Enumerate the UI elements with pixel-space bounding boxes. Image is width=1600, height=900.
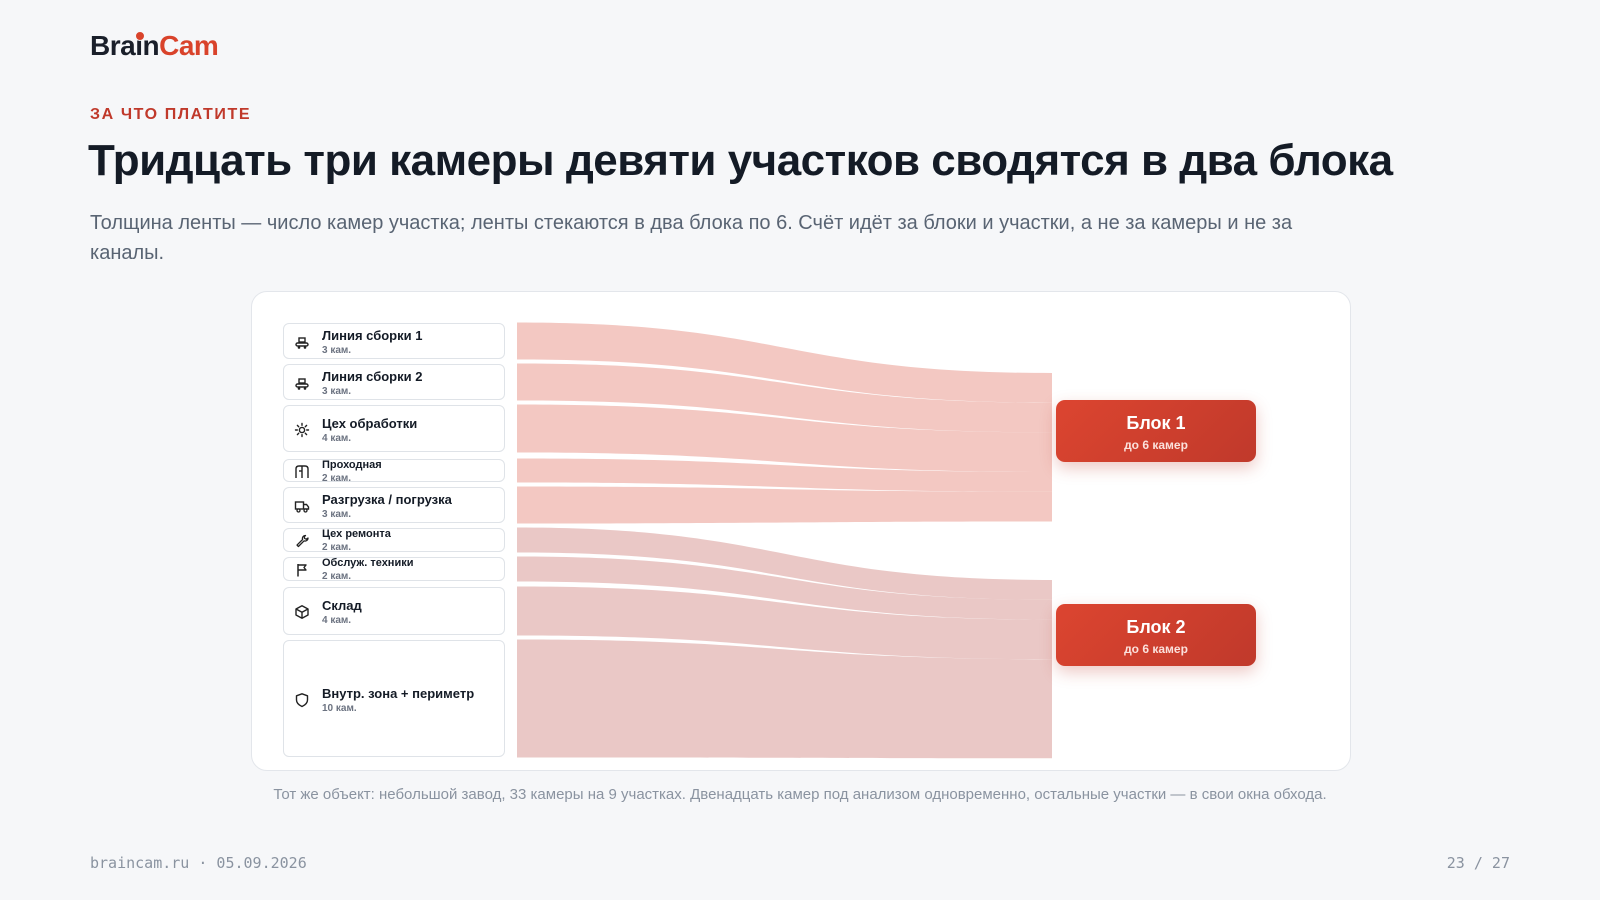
truck-icon — [294, 501, 310, 513]
turnstile-icon — [295, 464, 309, 478]
flow-band — [517, 586, 1052, 660]
flow-band — [517, 639, 1052, 759]
target-block: Блок 2 до 6 камер — [1056, 604, 1256, 666]
flow-band — [517, 458, 1052, 492]
conveyor-icon — [295, 337, 309, 349]
block-capacity: до 6 камер — [1124, 642, 1188, 656]
box-icon — [295, 605, 309, 619]
flow-band — [517, 527, 1052, 600]
source-name: Обслуж. техники — [322, 557, 414, 569]
page-title: Тридцать три камеры девяти участков свод… — [88, 136, 1393, 185]
block-name: Блок 1 — [1126, 413, 1186, 433]
source-name: Цех обработки — [322, 415, 418, 431]
source-name: Склад — [322, 598, 362, 613]
source-camera-count: 3 кам. — [322, 386, 352, 397]
source-zone: Цех ремонта 2 кам. — [283, 528, 505, 553]
source-camera-count: 2 кам. — [322, 473, 352, 484]
logo-dot-icon — [134, 31, 145, 41]
source-camera-count: 4 кам. — [322, 615, 352, 626]
flow-band — [517, 486, 1052, 524]
source-zone: Обслуж. техники 2 кам. — [283, 557, 505, 582]
shield-icon — [295, 692, 309, 707]
source-camera-count: 2 кам. — [322, 542, 352, 553]
source-camera-count: 4 кам. — [322, 432, 352, 444]
wrench-icon — [296, 534, 309, 548]
flow-band — [517, 363, 1052, 433]
source-camera-count: 3 кам. — [322, 345, 352, 356]
source-camera-count: 10 кам. — [322, 702, 357, 714]
diagram-caption: Тот же объект: небольшой завод, 33 камер… — [273, 786, 1327, 803]
source-zone: Линия сборки 1 3 кам. — [283, 323, 505, 359]
source-name: Внутр. зона + периметр — [322, 685, 475, 701]
source-name: Линия сборки 2 — [322, 369, 423, 384]
section-eyebrow: ЗА ЧТО ПЛАТИТЕ — [90, 106, 252, 123]
source-zone: Разгрузка / погрузка 3 кам. — [283, 487, 505, 523]
brand-logo: Brai nCam — [90, 30, 219, 61]
flow-band — [517, 404, 1052, 472]
source-name: Проходная — [322, 459, 382, 471]
source-zone: Склад 4 кам. — [283, 587, 505, 635]
source-zone: Внутр. зона + периметр 10 кам. — [283, 640, 505, 757]
flag-icon — [297, 564, 307, 577]
source-name: Цех ремонта — [322, 528, 391, 540]
page-subtitle: Толщина ленты — число камер участка; лен… — [90, 212, 1293, 264]
gear-icon — [294, 422, 310, 437]
source-camera-count: 3 кам. — [322, 509, 352, 520]
flow-band — [517, 556, 1052, 620]
page-number: 23 / 27 — [1446, 854, 1510, 872]
source-zone: Цех обработки 4 кам. — [283, 405, 505, 452]
source-zone: Проходная 2 кам. — [283, 459, 505, 484]
footer-site-date: braincam.ru · 05.09.2026 — [90, 854, 307, 872]
source-name: Линия сборки 1 — [322, 328, 423, 343]
block-capacity: до 6 камер — [1124, 438, 1188, 452]
target-block: Блок 1 до 6 камер — [1056, 400, 1256, 462]
source-camera-count: 2 кам. — [322, 571, 352, 582]
source-zone: Линия сборки 2 3 кам. — [283, 364, 505, 400]
block-name: Блок 2 — [1126, 617, 1186, 637]
conveyor-icon — [295, 378, 309, 390]
flow-band — [517, 322, 1052, 403]
source-name: Разгрузка / погрузка — [322, 492, 452, 507]
